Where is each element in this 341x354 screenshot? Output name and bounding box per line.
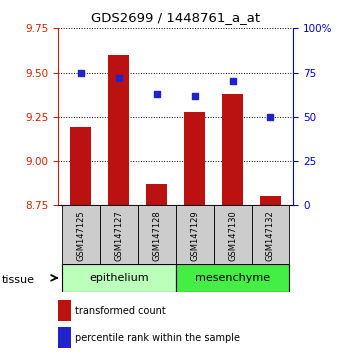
Bar	[58, 327, 71, 348]
Text: GSM147129: GSM147129	[190, 210, 199, 261]
Point	[116, 75, 121, 81]
Text: epithelium: epithelium	[89, 273, 148, 283]
Bar	[146, 184, 167, 205]
Text: mesenchyme: mesenchyme	[195, 273, 270, 283]
Bar	[70, 127, 91, 205]
Text: transformed count: transformed count	[75, 306, 166, 316]
Bar	[62, 264, 176, 292]
Point	[192, 93, 197, 98]
Bar	[58, 300, 71, 321]
Text: percentile rank within the sample: percentile rank within the sample	[75, 333, 240, 343]
Bar	[184, 112, 205, 205]
Bar	[100, 205, 138, 264]
Bar	[176, 264, 290, 292]
Text: GSM147130: GSM147130	[228, 210, 237, 261]
Bar	[138, 205, 176, 264]
Bar	[62, 205, 100, 264]
Bar	[176, 205, 213, 264]
Bar	[108, 55, 129, 205]
Text: GSM147128: GSM147128	[152, 210, 161, 261]
Point	[78, 70, 84, 75]
Point	[230, 79, 235, 84]
Bar	[213, 205, 252, 264]
Text: GSM147132: GSM147132	[266, 210, 275, 261]
Title: GDS2699 / 1448761_a_at: GDS2699 / 1448761_a_at	[91, 11, 260, 24]
Point	[268, 114, 273, 120]
Bar	[260, 196, 281, 205]
Bar	[222, 94, 243, 205]
Bar	[252, 205, 290, 264]
Text: GSM147127: GSM147127	[114, 210, 123, 261]
Text: GSM147125: GSM147125	[76, 210, 85, 261]
Text: tissue: tissue	[2, 275, 35, 285]
Point	[154, 91, 159, 97]
